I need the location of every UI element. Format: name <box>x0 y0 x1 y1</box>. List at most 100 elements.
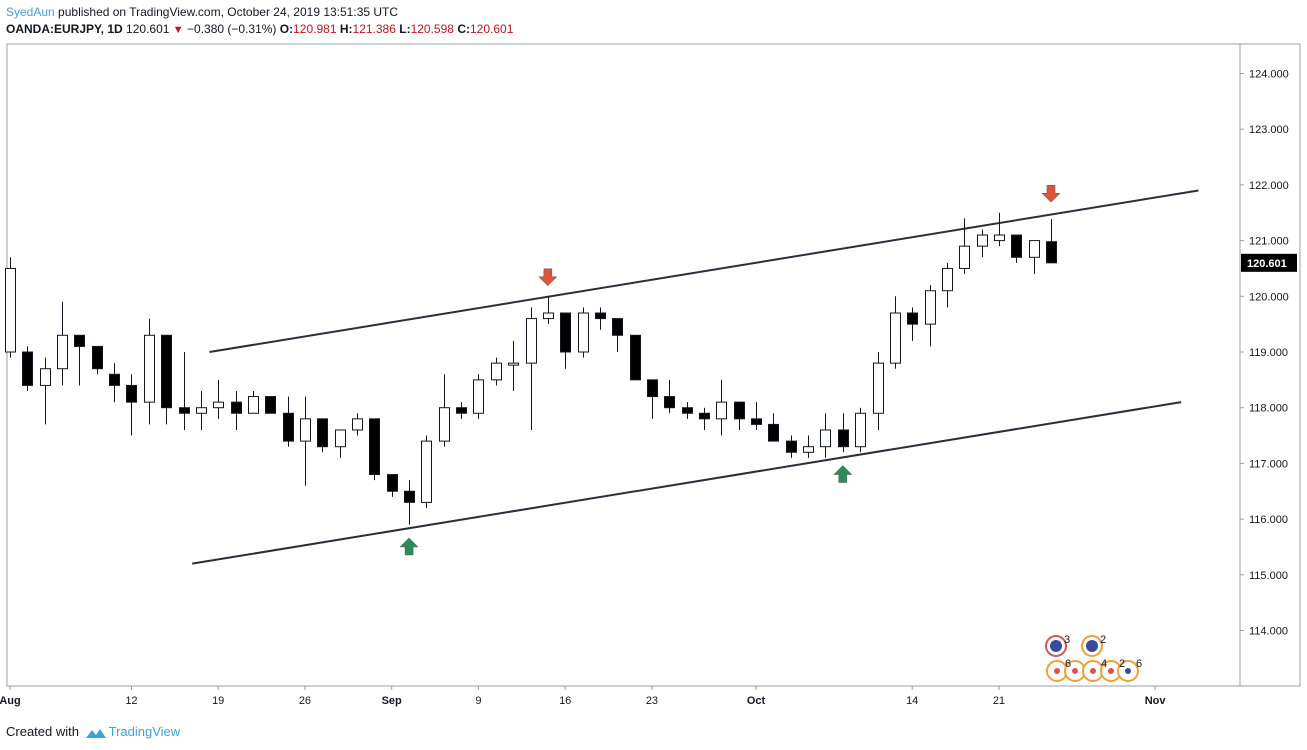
candle-body <box>647 379 658 398</box>
candle-body <box>179 407 190 414</box>
footer: Created with TradingView <box>6 724 180 740</box>
candle <box>473 374 484 419</box>
candle-body <box>942 267 953 292</box>
candle-body <box>57 334 68 370</box>
channel-lines[interactable] <box>192 189 1199 565</box>
last-price-value: 120.601 <box>1247 258 1287 270</box>
candle <box>994 212 1005 247</box>
candle <box>439 374 450 447</box>
event-markers[interactable]: 3 26 4 2 6 <box>1045 634 1142 682</box>
candle <box>682 402 693 419</box>
candle-body <box>838 429 849 448</box>
time-axis[interactable]: Aug 12 19 26 Sep 9 16 23 Oct 14 21 Nov <box>0 686 1166 707</box>
candle <box>404 480 415 525</box>
symbol-legend: OANDA:EURJPY, 1D 120.601 ▼ −0.380 (−0.31… <box>6 22 513 36</box>
y-tick-label: 116.000 <box>1249 514 1288 526</box>
candle <box>213 379 224 419</box>
candle <box>838 413 849 453</box>
candle <box>1011 234 1022 263</box>
x-tick-label: 21 <box>993 695 1005 707</box>
candle <box>716 379 727 436</box>
candle <box>335 429 346 458</box>
candle <box>907 307 918 341</box>
candle-body <box>40 368 51 386</box>
y-tick-label: 122.000 <box>1249 180 1289 192</box>
candle-body <box>768 423 779 442</box>
last-price-label: 120.601 <box>1241 253 1297 272</box>
event-count: 6 <box>1065 658 1071 670</box>
candle <box>751 402 762 430</box>
flag-jp-icon <box>1090 668 1096 674</box>
candle <box>959 218 970 275</box>
tradingview-link[interactable]: TradingView <box>108 724 181 739</box>
candle-body <box>578 312 589 353</box>
candle-body <box>404 490 415 503</box>
flag-jp-icon <box>1072 668 1078 674</box>
event-count: 3 <box>1064 634 1070 646</box>
candle-body <box>890 312 901 364</box>
candle <box>248 390 259 414</box>
candle <box>179 352 190 430</box>
candle-body <box>1029 240 1040 258</box>
arrow-up-icon <box>399 537 419 556</box>
candlestick-chart[interactable]: 124.000 123.000 122.000 121.000 120.000 119.0… <box>0 0 1307 718</box>
candle-body <box>994 234 1005 242</box>
publish-info: SyedAun published on TradingView.com, Oc… <box>6 5 398 19</box>
candle-body <box>74 334 85 347</box>
candle-body <box>716 401 727 420</box>
candle <box>1046 219 1057 264</box>
candle <box>768 413 779 442</box>
y-tick-label: 120.000 <box>1249 291 1289 303</box>
candle-body <box>612 318 623 336</box>
event-count: 2 <box>1119 658 1125 670</box>
x-tick-label: Oct <box>747 695 766 707</box>
down-arrow-icon: ▼ <box>172 24 184 36</box>
candle-body <box>300 418 311 442</box>
flag-eu-icon <box>1086 640 1098 652</box>
x-tick-label: Aug <box>0 695 21 707</box>
candle <box>387 474 398 497</box>
upper-channel-line[interactable] <box>209 189 1199 353</box>
candle-body <box>439 407 450 442</box>
arrow-up-icon <box>833 465 853 483</box>
candle <box>560 312 571 369</box>
high-label: H: <box>339 22 353 36</box>
candle <box>925 285 936 347</box>
symbol-label[interactable]: OANDA:EURJPY, 1D <box>6 22 123 36</box>
candle-body <box>508 362 519 366</box>
price-change: −0.380 (−0.31%) <box>187 22 277 36</box>
open-label: O: <box>279 22 294 36</box>
candle-body <box>855 412 866 448</box>
candles <box>5 212 1057 525</box>
candle <box>5 257 16 358</box>
author-link[interactable]: SyedAun <box>6 5 55 19</box>
candle-body <box>560 312 571 353</box>
candle-body <box>265 396 276 414</box>
candle <box>526 307 537 430</box>
candle-body <box>734 401 745 420</box>
candle <box>317 418 328 453</box>
candle-body <box>699 412 710 420</box>
low-label: L: <box>399 22 411 36</box>
y-tick-label: 121.000 <box>1249 236 1289 248</box>
candle <box>942 262 953 308</box>
x-tick-label: Nov <box>1145 695 1167 707</box>
candle-body <box>352 418 363 431</box>
candle-body <box>5 267 16 353</box>
candle <box>977 229 988 258</box>
lower-channel-line[interactable] <box>192 401 1182 565</box>
price-axis[interactable]: 124.000 123.000 122.000 121.000 120.000 119.0… <box>1240 69 1289 638</box>
y-tick-label: 115.000 <box>1249 570 1288 582</box>
x-tick-label: 19 <box>212 695 224 707</box>
flag-jp-icon <box>1108 668 1114 674</box>
candle <box>421 435 432 508</box>
flag-eu-icon <box>1050 640 1062 652</box>
event-count: 4 <box>1101 658 1107 670</box>
low-value: 120.598 <box>410 22 454 36</box>
created-with-text: Created with <box>6 724 79 739</box>
candle-body <box>820 429 831 448</box>
candle-body <box>317 418 328 448</box>
x-tick-label: 9 <box>475 695 481 707</box>
candle <box>456 402 467 419</box>
candle <box>144 318 155 425</box>
